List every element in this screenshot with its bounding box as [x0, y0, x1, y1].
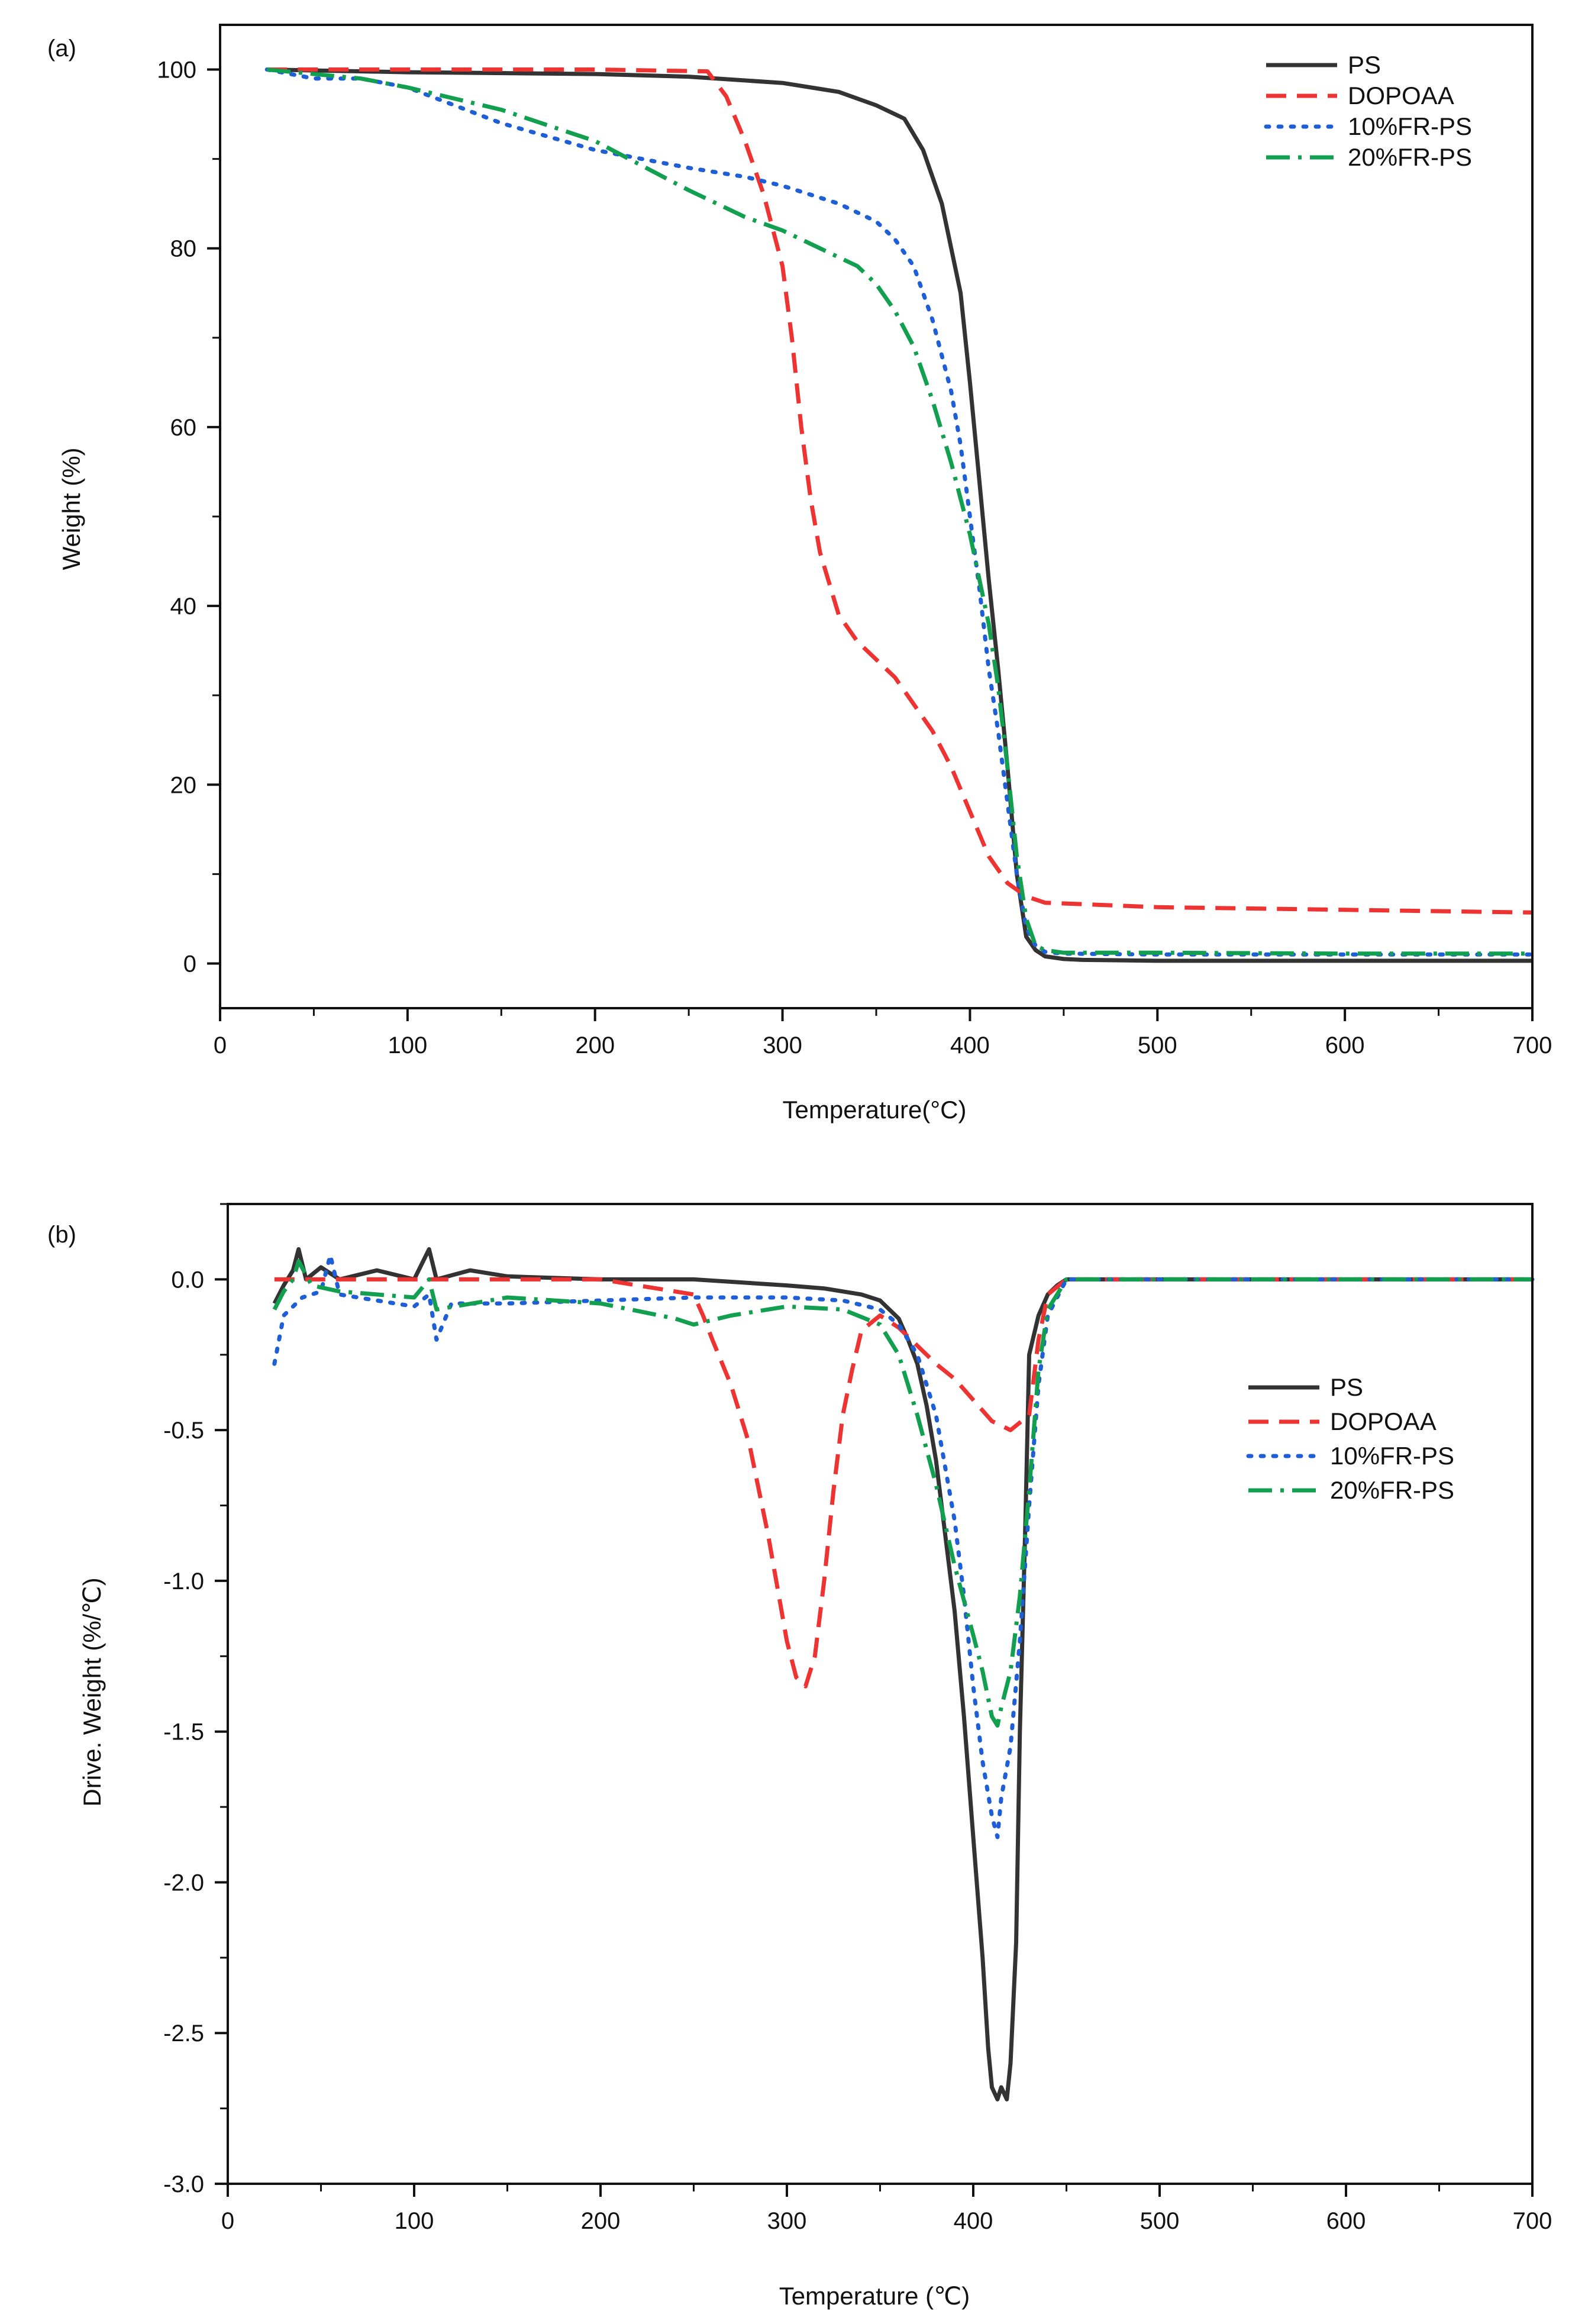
panel-b-x-axis-title: Temperature (℃) — [779, 2282, 970, 2310]
panel-a-legend: PS DOPOAA 10%FR-PS 20%FR-PS — [1264, 51, 1472, 171]
panel-b-axes: 0 100 200 300 400 500 600 700 0.0 -0.5 -1.0 -1.5 -2.… — [163, 1203, 1552, 2234]
panel-b-x-tick-label: 300 — [767, 2208, 807, 2234]
panel-a-y-tick-label: 0 — [183, 951, 196, 977]
panel-a-x-axis-title: Temperature(°C) — [783, 1096, 967, 1124]
panel-a-x-tick-label: 0 — [214, 1032, 227, 1058]
panel-b-series-group — [272, 1247, 1535, 2102]
panel-a-series-line-DOPOAA — [267, 67, 1533, 915]
panel-b-legend-label: PS — [1330, 1373, 1363, 1401]
panel-b-y-tick-label: -3.0 — [163, 2171, 204, 2197]
panel-b-legend: PS DOPOAA 10%FR-PS 20%FR-PS — [1246, 1373, 1454, 1504]
panel-b-chart: (b) Drive. Weight (%/℃) Temperature (℃) … — [47, 1203, 1552, 2310]
panel-a-chart: (a) Weight (%) Temperature(°C) 0 100 200 30… — [47, 24, 1552, 1124]
panel-a-y-tick-label: 60 — [170, 415, 197, 441]
panel-b-legend-label: 20%FR-PS — [1330, 1476, 1454, 1504]
panel-a-x-tick-label: 700 — [1513, 1032, 1552, 1058]
panel-b-legend-label: DOPOAA — [1330, 1408, 1437, 1435]
panel-a-series-line-10%FR-PS — [264, 67, 1535, 957]
panel-b-y-tick-label: -2.5 — [163, 2020, 204, 2047]
panel-b-plot-frame — [227, 1203, 1534, 2185]
panel-b-x-tick-label: 200 — [581, 2208, 621, 2234]
panel-a-series-group — [264, 67, 1535, 963]
panel-a-x-tick-label: 300 — [763, 1032, 802, 1058]
panel-b-y-tick-label: -1.0 — [163, 1568, 204, 1594]
panel-a-y-tick-label: 40 — [170, 593, 197, 619]
panel-a-x-tick-label: 400 — [950, 1032, 990, 1058]
panel-b-x-tick-label: 0 — [221, 2208, 234, 2234]
panel-b-x-tick-label: 100 — [395, 2208, 434, 2234]
panel-b-y-tick-label: -2.0 — [163, 1870, 204, 1896]
panel-a-x-tick-label: 500 — [1138, 1032, 1177, 1058]
panel-a-y-tick-label: 80 — [170, 236, 197, 262]
panel-a-y-axis-title: Weight (%) — [57, 448, 85, 570]
panel-a-legend-label: 20%FR-PS — [1348, 143, 1472, 171]
panel-b-label: (b) — [47, 1222, 76, 1248]
panel-a-series-line-PS — [267, 67, 1532, 963]
panel-a-legend-label: PS — [1348, 51, 1381, 79]
panel-b-x-tick-label: 700 — [1513, 2208, 1552, 2234]
panel-a-x-tick-label: 100 — [388, 1032, 427, 1058]
panel-b-series-line-DOPOAA — [274, 1277, 1532, 1689]
panel-b-series-line-PS — [272, 1247, 1532, 2102]
panel-a-legend-label: 10%FR-PS — [1348, 112, 1472, 140]
panel-a-plot-frame — [219, 24, 1534, 1009]
panel-a-label: (a) — [47, 35, 76, 62]
panel-b-y-tick-label: -0.5 — [163, 1418, 204, 1444]
panel-b-y-axis-title: Drive. Weight (%/℃) — [78, 1577, 106, 1806]
panel-a-x-tick-label: 200 — [575, 1032, 615, 1058]
panel-b-y-tick-label: 0.0 — [171, 1267, 204, 1293]
panel-b-legend-label: 10%FR-PS — [1330, 1442, 1454, 1470]
panel-a-y-tick-label: 100 — [157, 57, 196, 83]
panel-a-y-tick-label: 20 — [170, 772, 197, 798]
panel-b-x-tick-label: 400 — [954, 2208, 993, 2234]
panel-b-series-line-20%FR-PS — [272, 1259, 1532, 1728]
panel-a-series-line-20%FR-PS — [266, 67, 1532, 956]
panel-b-series-line-10%FR-PS — [272, 1253, 1535, 1839]
panel-a-axes: 0 100 200 300 400 500 600 700 0 20 40 60 80 100 — [157, 57, 1552, 1058]
panel-b-y-tick-label: -1.5 — [163, 1719, 204, 1745]
panel-a-legend-label: DOPOAA — [1348, 82, 1454, 109]
panel-a-x-tick-label: 600 — [1325, 1032, 1365, 1058]
panel-b-x-tick-label: 500 — [1140, 2208, 1180, 2234]
panel-b-x-tick-label: 600 — [1326, 2208, 1366, 2234]
